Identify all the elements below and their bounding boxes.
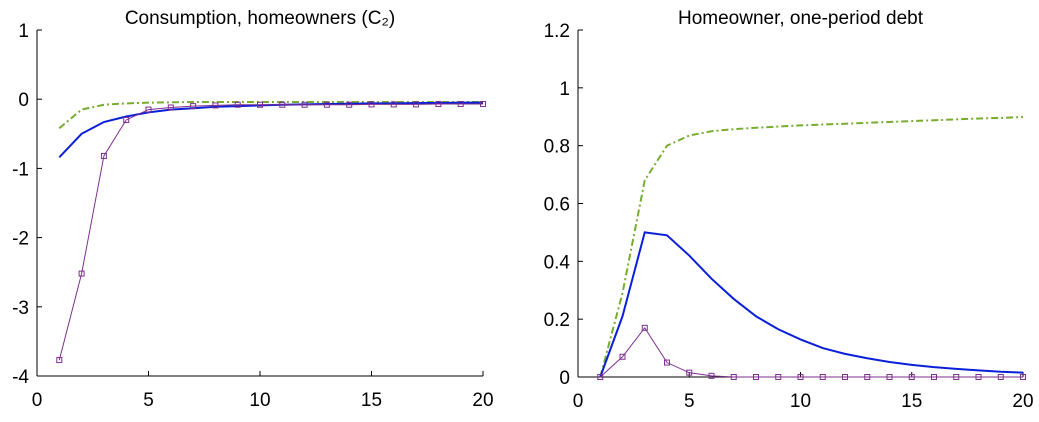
y-tick-label: 0.6: [544, 195, 570, 216]
point-marker: [257, 101, 263, 108]
point-marker: [641, 324, 648, 331]
point-marker: [413, 101, 420, 108]
point-marker: [686, 369, 693, 376]
point-marker: [819, 374, 826, 380]
x-tick-label: 20: [1012, 391, 1033, 412]
point-marker: [100, 152, 107, 159]
point-marker: [212, 102, 219, 109]
y-tick-label: -3: [12, 298, 29, 319]
series-line: [599, 231, 1024, 378]
x-tick-label: 0: [32, 390, 43, 411]
point-marker: [123, 116, 130, 123]
y-tick-label: 0: [559, 368, 570, 389]
point-marker: [619, 353, 626, 360]
point-marker: [775, 374, 782, 380]
y-tick-label: 1: [18, 21, 29, 42]
x-tick-label: 20: [472, 390, 493, 411]
point-marker: [234, 101, 241, 108]
point-marker: [279, 101, 286, 108]
point-marker: [730, 374, 737, 380]
point-marker: [886, 374, 893, 380]
point-marker: [953, 374, 960, 380]
x-tick-label: 0: [573, 391, 584, 412]
series-line: [599, 116, 1024, 378]
point-marker: [167, 104, 174, 111]
point-marker: [190, 103, 197, 110]
chart-title: Homeowner, one-period debt: [678, 8, 924, 29]
y-tick-label: 1.2: [544, 21, 570, 42]
point-marker: [145, 106, 152, 113]
series-line: [58, 101, 483, 159]
point-marker: [797, 374, 804, 380]
point-marker: [931, 374, 937, 380]
point-marker: [975, 374, 982, 380]
series-line: [599, 326, 1023, 378]
y-tick-label: 0.8: [544, 137, 570, 158]
y-tick-label: 0.4: [544, 252, 571, 273]
point-marker: [435, 101, 442, 108]
chart-title: Consumption, homeowners (C₂): [125, 8, 395, 29]
point-marker: [323, 101, 330, 108]
point-marker: [368, 101, 375, 108]
y-tick-label: 1: [559, 79, 570, 100]
point-marker: [753, 374, 759, 380]
point-marker: [997, 374, 1004, 380]
point-marker: [390, 101, 397, 108]
point-marker: [78, 270, 85, 277]
point-marker: [864, 374, 871, 380]
point-marker: [1020, 374, 1026, 380]
y-tick-label: -1: [12, 159, 29, 180]
y-tick-label: -2: [12, 229, 29, 250]
y-tick-label: 0.2: [544, 310, 570, 331]
point-marker: [457, 101, 464, 108]
x-tick-label: 5: [684, 391, 695, 412]
point-marker: [480, 101, 486, 108]
point-marker: [597, 374, 604, 380]
x-tick-label: 15: [901, 391, 922, 412]
point-marker: [56, 357, 63, 364]
y-tick-label: -4: [12, 367, 29, 388]
point-marker: [346, 101, 353, 108]
point-marker: [708, 372, 715, 379]
series-line: [58, 100, 483, 130]
point-marker: [908, 374, 915, 380]
x-tick-label: 10: [790, 391, 811, 412]
series-line: [58, 103, 483, 361]
x-tick-label: 15: [361, 390, 382, 411]
y-tick-label: 0: [18, 90, 29, 111]
x-tick-label: 5: [143, 390, 154, 411]
point-marker: [301, 101, 308, 108]
point-marker: [664, 359, 670, 366]
point-marker: [842, 374, 848, 380]
x-tick-label: 10: [249, 390, 270, 411]
